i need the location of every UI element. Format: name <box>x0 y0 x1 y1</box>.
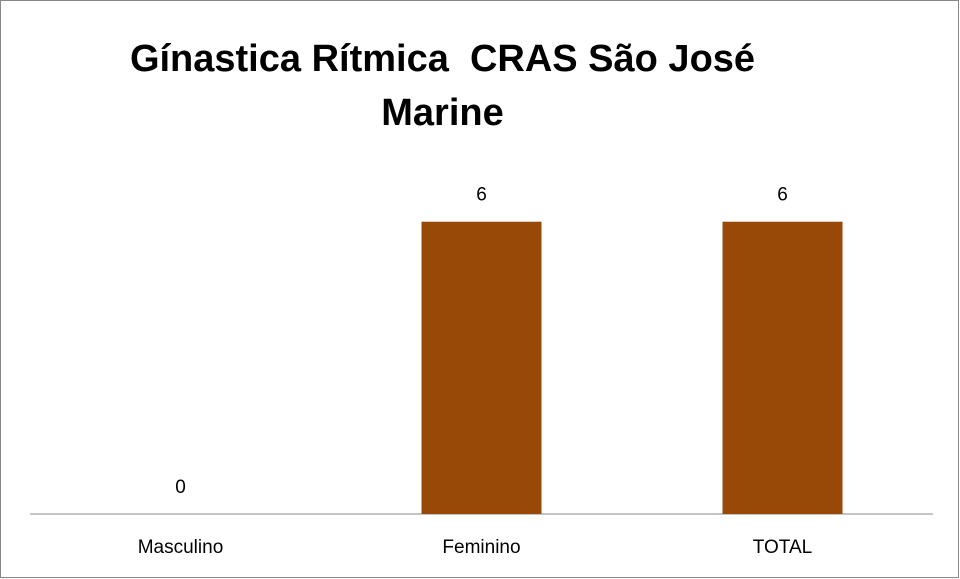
data-label: 6 <box>777 185 788 206</box>
bar <box>421 221 542 514</box>
chart-title: Gínastica Rítmica CRAS São José Marine <box>129 38 766 134</box>
x-tick-label: Feminino <box>442 537 520 558</box>
data-label: 6 <box>476 185 487 206</box>
x-tick-label: TOTAL <box>753 537 812 558</box>
bar <box>722 221 843 514</box>
data-label: 0 <box>175 477 186 498</box>
x-tick-label: Masculino <box>138 537 224 558</box>
